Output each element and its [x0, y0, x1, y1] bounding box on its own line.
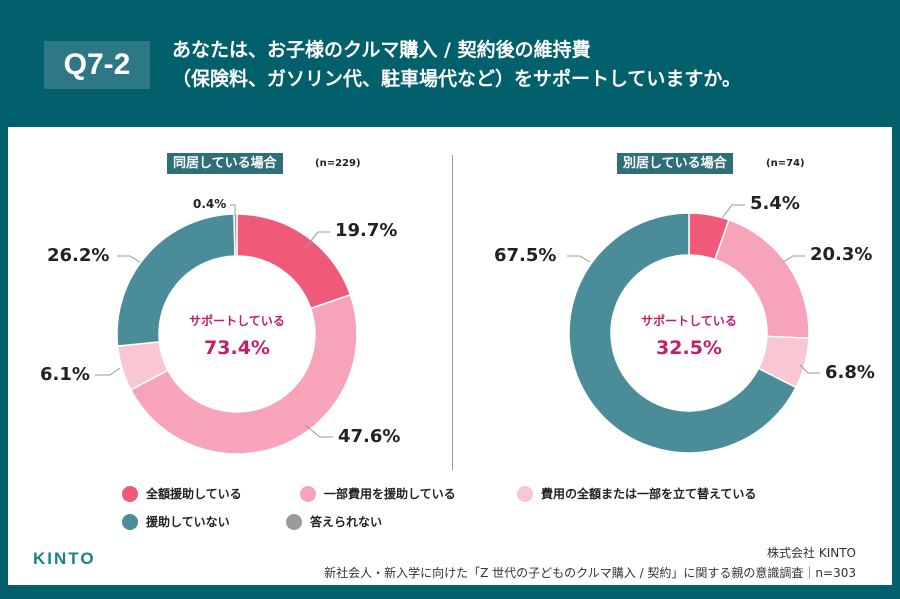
- donut-slice: [236, 213, 352, 310]
- question-id-badge: Q7-2: [44, 41, 150, 89]
- legend-label: 費用の全額または一部を立て替えている: [541, 487, 757, 501]
- chart-title-cohabiting: 同居している場合: [167, 153, 283, 174]
- legend-item: 全額援助している: [122, 485, 242, 502]
- legend-label: 援助していない: [146, 515, 230, 529]
- leader-line: [230, 204, 236, 216]
- legend-swatch: [517, 485, 533, 502]
- kinto-logo: KINTO: [33, 549, 96, 568]
- legend-item: 費用の全額または一部を立て替えている: [517, 485, 756, 502]
- legend-label: 答えられない: [310, 515, 383, 529]
- data-label: 6.1%: [40, 364, 90, 385]
- leader-line: [782, 255, 805, 263]
- leader-line: [304, 424, 333, 438]
- data-label: 0.4%: [193, 197, 227, 211]
- data-label: 19.7%: [335, 220, 398, 241]
- leader-line: [567, 255, 591, 263]
- center-summary-cohabiting: サポートしている 73.4%: [157, 312, 317, 359]
- data-label: 47.6%: [338, 426, 401, 447]
- data-label: 5.4%: [750, 193, 800, 214]
- legend-swatch: [286, 513, 302, 530]
- legend-swatch: [122, 485, 138, 502]
- data-label: 20.3%: [810, 244, 873, 265]
- center-value: 32.5%: [656, 337, 722, 359]
- center-label: サポートしている: [189, 314, 285, 328]
- n-label-cohabiting: (n=229): [315, 158, 361, 169]
- leader-line: [304, 231, 330, 249]
- legend-item: 援助していない: [122, 513, 230, 530]
- legend-item: 一部費用を援助している: [300, 485, 456, 502]
- leader-line: [117, 255, 141, 263]
- leader-line: [799, 364, 820, 374]
- title-line-2: （保険料、ガソリン代、駐車場代など）をサポートしていますか。: [172, 68, 742, 90]
- company-name: 株式会社 KINTO: [767, 546, 856, 560]
- data-label: 26.2%: [47, 245, 110, 266]
- legend-swatch: [300, 485, 316, 502]
- leader-lines: [95, 204, 820, 438]
- data-label: 6.8%: [825, 362, 875, 383]
- donut-slice: [129, 293, 358, 455]
- legend-label: 一部費用を援助している: [324, 487, 456, 501]
- n-label-separate: (n=74): [766, 158, 805, 169]
- leader-line: [721, 204, 745, 219]
- survey-caption: 新社会人・新入学に向けた「Z 世代の子どものクルマ購入 / 契約」に関する親の意…: [324, 566, 856, 580]
- center-label: サポートしている: [641, 314, 737, 328]
- donut-cohabiting: [116, 213, 358, 455]
- data-label: 67.5%: [494, 245, 557, 266]
- divider: [452, 155, 453, 470]
- donut-slice: [568, 212, 797, 454]
- donut-separate: [568, 212, 810, 454]
- donut-slice: [233, 213, 238, 257]
- chart-title-separate: 別居している場合: [617, 153, 733, 174]
- leader-line: [95, 367, 121, 376]
- title-line-1: あなたは、お子様のクルマ購入 / 契約後の維持費: [172, 39, 591, 61]
- legend-swatch: [122, 513, 138, 530]
- question-title: あなたは、お子様のクルマ購入 / 契約後の維持費 （保険料、ガソリン代、駐車場代…: [172, 36, 741, 94]
- legend-item: 答えられない: [286, 513, 382, 530]
- center-summary-separate: サポートしている 32.5%: [609, 312, 769, 359]
- center-value: 73.4%: [204, 337, 270, 359]
- legend-label: 全額援助している: [146, 487, 242, 501]
